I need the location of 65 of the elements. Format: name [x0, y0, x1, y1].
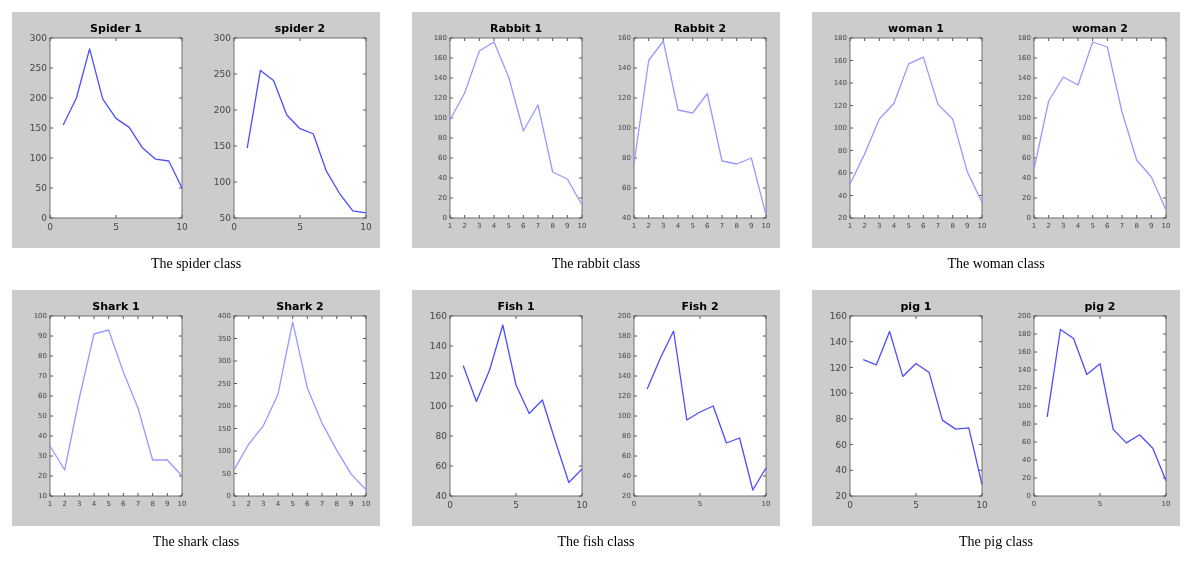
chart-title: Spider 1	[90, 22, 142, 35]
y-tick-label: 200	[29, 93, 48, 104]
y-tick-label: 140	[429, 341, 448, 352]
text: The shark class	[152, 534, 240, 549]
x-tick-label: 10	[360, 222, 372, 232]
y-tick-label: 50	[219, 213, 232, 224]
line-series	[633, 40, 767, 216]
line-series	[449, 41, 583, 206]
y-tick-label: 300	[29, 33, 48, 44]
y-tick-label: 100	[29, 153, 48, 164]
x-tick-label: 5	[513, 500, 519, 510]
chart-title: pig 1	[900, 300, 932, 313]
text: The rabbit class	[551, 256, 641, 271]
y-tick-label: 20	[835, 491, 848, 502]
chart-title: woman 1	[888, 22, 944, 35]
chart-title: Fish 2	[681, 300, 719, 313]
chart-title: Shark 2	[276, 300, 324, 313]
y-tick-label: 60	[835, 439, 848, 450]
text: The pig class	[959, 534, 1033, 549]
line-series	[1046, 328, 1167, 482]
y-tick-label: 160	[829, 311, 848, 322]
y-tick-label: 80	[435, 431, 448, 442]
chart-title: Shark 1	[92, 300, 140, 313]
text: The spider class	[150, 256, 242, 271]
y-tick-label: 160	[429, 311, 448, 322]
x-tick-label: 5	[297, 222, 303, 232]
x-tick-label: 10	[976, 500, 988, 510]
y-tick-label: 80	[835, 414, 848, 425]
line-series	[849, 56, 983, 203]
y-tick-label: 300	[213, 33, 232, 44]
y-tick-label: 250	[213, 69, 232, 80]
y-tick-label: 140	[829, 336, 848, 347]
chart-title: woman 2	[1072, 22, 1128, 35]
y-tick-label: 40	[435, 491, 448, 502]
y-tick-label: 60	[435, 461, 448, 472]
y-tick-label: 40	[835, 465, 848, 476]
y-tick-label: 120	[829, 362, 848, 373]
x-tick-label: 10	[576, 500, 588, 510]
text: The fish class	[557, 534, 635, 549]
line-series	[246, 69, 367, 214]
x-tick-label: 10	[176, 222, 188, 232]
y-tick-label: 120	[429, 371, 448, 382]
y-tick-label: 100	[429, 401, 448, 412]
y-tick-label: 50	[35, 183, 48, 194]
chart-title: pig 2	[1084, 300, 1116, 313]
y-tick-label: 100	[829, 388, 848, 399]
line-series	[233, 321, 367, 491]
x-tick-label: 5	[913, 500, 919, 510]
line-series	[646, 330, 767, 491]
y-tick-label: 150	[29, 123, 48, 134]
line-series	[62, 48, 183, 189]
line-series	[462, 324, 583, 484]
text: The woman class	[947, 256, 1045, 271]
line-series	[1033, 41, 1167, 211]
chart-title: Rabbit 1	[489, 22, 543, 35]
line-series	[49, 329, 183, 477]
x-tick-label: 5	[113, 222, 119, 232]
chart-title: Rabbit 2	[673, 22, 727, 35]
line-series	[862, 330, 983, 486]
y-tick-label: 100	[213, 177, 232, 188]
y-tick-label: 150	[213, 141, 232, 152]
y-tick-label: 250	[29, 63, 48, 74]
y-tick-label: 200	[213, 105, 232, 116]
chart-title: Fish 1	[497, 300, 535, 313]
chart-title: spider 2	[274, 22, 326, 35]
